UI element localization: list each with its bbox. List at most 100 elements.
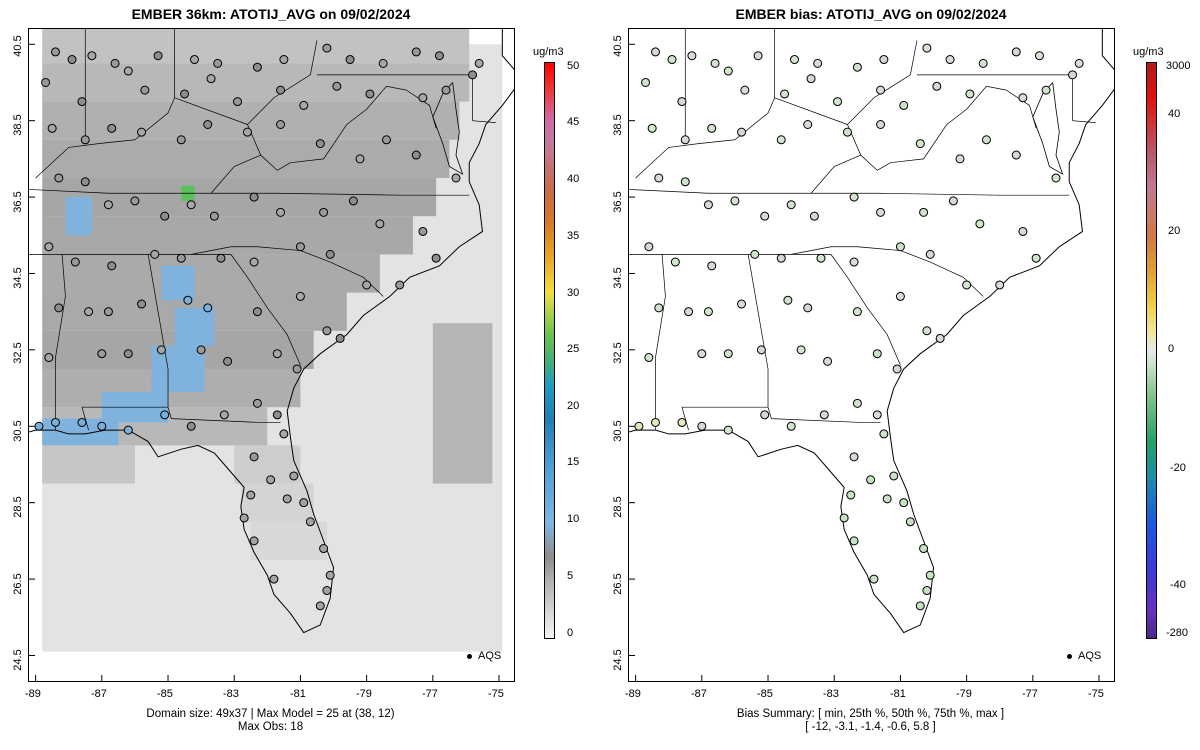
monitor-site-marker bbox=[895, 242, 905, 252]
monitor-site-marker bbox=[760, 410, 770, 420]
state-border bbox=[230, 254, 301, 366]
monitor-site-marker bbox=[1031, 253, 1041, 263]
monitor-site-marker bbox=[786, 421, 796, 431]
map-background bbox=[629, 29, 1114, 681]
monitor-site-marker bbox=[650, 417, 660, 427]
monitor-site-marker bbox=[203, 120, 213, 129]
left-colorbar-label: 10 bbox=[567, 513, 580, 525]
right-x-tick-label: -87 bbox=[691, 688, 707, 700]
monitor-site-marker bbox=[866, 475, 876, 485]
left-y-tick-label: 36.5 bbox=[12, 191, 24, 213]
left-colorbar-label: 30 bbox=[567, 287, 580, 299]
monitor-site-marker bbox=[677, 97, 687, 107]
right-x-tick-label: -79 bbox=[956, 688, 972, 700]
monitor-site-marker bbox=[203, 303, 213, 313]
monitor-site-marker bbox=[80, 135, 90, 145]
monitor-site-marker bbox=[723, 349, 733, 359]
monitor-site-marker bbox=[209, 211, 219, 221]
monitor-site-marker bbox=[140, 85, 150, 95]
monitor-site-marker bbox=[322, 43, 332, 53]
monitor-site-marker bbox=[703, 307, 713, 317]
monitor-site-marker bbox=[239, 513, 249, 523]
monitor-site-marker bbox=[365, 89, 375, 99]
monitor-site-marker bbox=[97, 421, 107, 431]
monitor-site-marker bbox=[34, 421, 44, 431]
monitor-site-marker bbox=[750, 249, 760, 259]
state-border bbox=[1006, 89, 1037, 129]
monitor-site-marker bbox=[474, 58, 484, 68]
left-y-tick-label: 32.5 bbox=[12, 342, 24, 364]
monitor-site-marker bbox=[103, 200, 113, 210]
left-colorbar-label: 50 bbox=[567, 60, 580, 72]
monitor-site-marker bbox=[252, 307, 262, 317]
state-border bbox=[81, 406, 281, 423]
right-colorbar-units: ug/m3 bbox=[1133, 46, 1164, 58]
legend-dot-icon bbox=[1067, 653, 1072, 659]
monitor-site-marker bbox=[707, 261, 717, 271]
monitor-site-marker bbox=[276, 85, 286, 95]
monitor-site-marker bbox=[54, 173, 64, 183]
monitor-site-marker bbox=[345, 55, 355, 65]
left-map-frame bbox=[28, 28, 515, 682]
monitor-site-marker bbox=[47, 123, 57, 133]
state-border bbox=[81, 407, 89, 431]
monitor-site-marker bbox=[780, 89, 790, 99]
monitor-site-marker bbox=[869, 574, 879, 584]
monitor-site-marker bbox=[110, 58, 120, 68]
monitor-site-marker bbox=[813, 58, 823, 68]
state-border bbox=[472, 74, 496, 123]
left-footer: Domain size: 49x37 | Max Model = 25 at (… bbox=[28, 708, 513, 734]
monitor-site-marker bbox=[730, 196, 740, 206]
right-y-tick-label: 26.5 bbox=[612, 573, 624, 595]
right-x-tick-label: -89 bbox=[625, 688, 641, 700]
state-border bbox=[681, 406, 881, 423]
right-y-tick-label: 30.5 bbox=[612, 420, 624, 442]
right-y-tick-label: 24.5 bbox=[612, 649, 624, 671]
monitor-site-marker bbox=[776, 135, 786, 145]
left-legend: AQS bbox=[467, 650, 501, 662]
state-border bbox=[655, 254, 666, 431]
monitor-site-marker bbox=[87, 51, 97, 61]
monitor-site-marker bbox=[1018, 226, 1028, 236]
monitor-site-marker bbox=[922, 326, 932, 336]
model-grey-cell bbox=[42, 216, 413, 255]
state-border bbox=[830, 254, 901, 366]
monitor-site-marker bbox=[899, 100, 909, 110]
right-y-tick-label: 34.5 bbox=[612, 267, 624, 289]
monitor-site-marker bbox=[276, 207, 286, 217]
monitor-site-marker bbox=[955, 154, 965, 164]
monitor-site-marker bbox=[137, 299, 147, 309]
monitor-site-marker bbox=[1041, 85, 1051, 95]
monitor-site-marker bbox=[160, 211, 170, 221]
right-colorbar-label: 3000 bbox=[1166, 60, 1191, 72]
monitor-site-marker bbox=[978, 58, 988, 68]
monitor-site-marker bbox=[889, 471, 899, 481]
right-panel-title: EMBER bias: ATOTIJ_AVG on 09/02/2024 bbox=[735, 6, 1007, 22]
monitor-site-marker bbox=[819, 410, 829, 420]
monitor-site-marker bbox=[130, 196, 140, 206]
monitor-site-marker bbox=[411, 47, 421, 57]
left-colorbar-units: ug/m3 bbox=[533, 46, 564, 58]
right-x-tick-label: -85 bbox=[757, 688, 773, 700]
model-offshore-cell bbox=[432, 323, 493, 484]
monitor-site-marker bbox=[295, 242, 305, 252]
monitor-site-marker bbox=[849, 192, 859, 202]
left-colorbar-label: 0 bbox=[567, 627, 574, 639]
domain-summary-text: Domain size: 49x37 | Max Model = 25 at (… bbox=[146, 708, 395, 720]
monitor-site-marker bbox=[948, 196, 958, 206]
monitor-site-marker bbox=[680, 135, 690, 145]
monitor-site-marker bbox=[206, 74, 216, 84]
coastline bbox=[629, 29, 1114, 634]
left-x-tick-label: -81 bbox=[290, 688, 306, 700]
monitor-site-marker bbox=[272, 349, 282, 359]
monitor-site-marker bbox=[876, 85, 886, 95]
monitor-site-marker bbox=[677, 417, 687, 427]
right-colorbar-label: -20 bbox=[1170, 462, 1186, 474]
monitor-site-marker bbox=[70, 257, 80, 267]
monitor-site-marker bbox=[756, 345, 766, 355]
monitor-site-marker bbox=[107, 123, 117, 133]
monitor-site-marker bbox=[650, 47, 660, 57]
monitor-site-marker bbox=[319, 544, 329, 554]
monitor-site-marker bbox=[97, 349, 107, 359]
monitor-site-marker bbox=[84, 307, 94, 317]
